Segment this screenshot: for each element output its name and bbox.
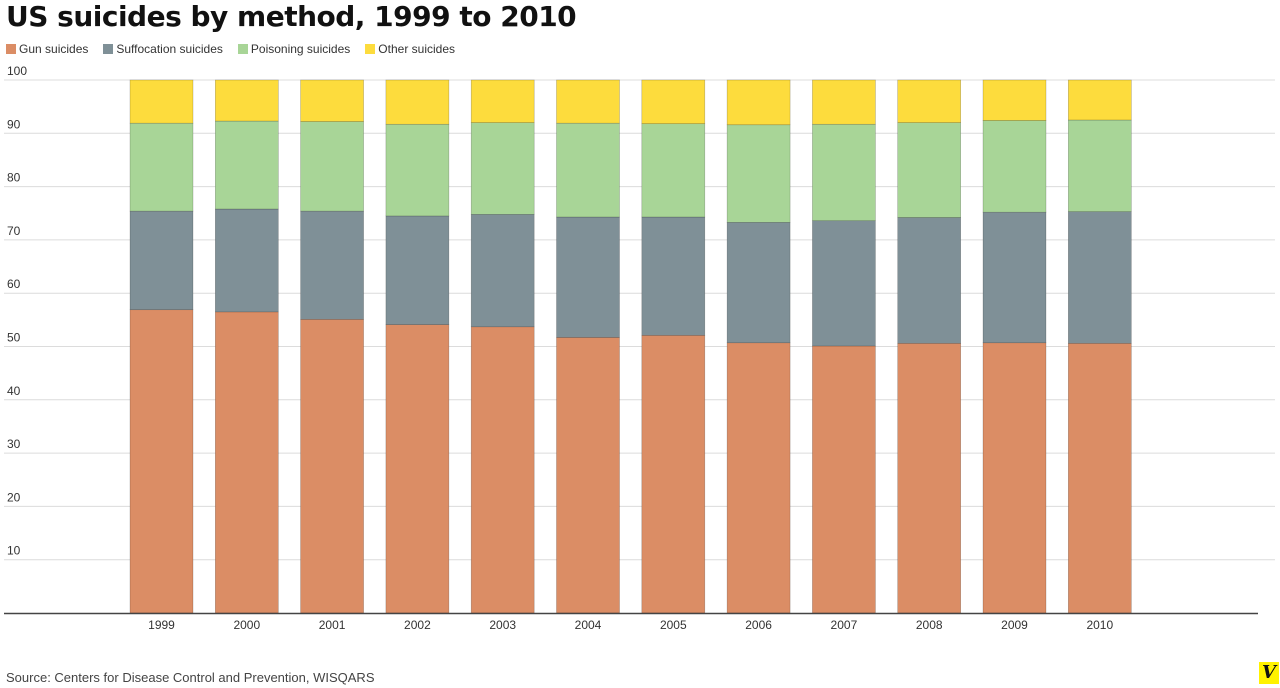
bar-segment	[215, 79, 279, 122]
legend-swatch	[237, 44, 248, 54]
bar-segment	[982, 342, 1047, 614]
x-tick-label: 2008	[916, 618, 943, 632]
bar-segment	[129, 122, 194, 212]
x-tick-label: 2004	[575, 618, 602, 632]
bar-segment	[641, 123, 706, 218]
y-tick-label: 80	[7, 171, 21, 185]
bar-segment	[726, 222, 791, 344]
bar-segment	[982, 79, 1047, 121]
bar-segment	[812, 345, 876, 614]
bar-segment	[556, 79, 620, 124]
bar-segment	[812, 123, 876, 222]
bar-segment	[726, 79, 791, 126]
legend-swatch	[365, 44, 376, 54]
bar-segment	[215, 311, 279, 614]
x-tick-label: 2010	[1086, 618, 1113, 632]
legend-swatch	[6, 44, 16, 54]
legend-item: Other suicides	[365, 42, 455, 56]
bar-segment	[300, 319, 364, 614]
chart-title: US suicides by method, 1999 to 2010	[6, 0, 577, 33]
bar-segment	[385, 79, 450, 125]
bar-segment	[470, 79, 535, 123]
bar-segment	[897, 217, 962, 344]
y-tick-label: 20	[7, 490, 21, 504]
bar-segment	[470, 326, 535, 614]
bar-segment	[726, 342, 791, 614]
x-tick-label: 2005	[660, 618, 687, 632]
x-tick-label: 2007	[831, 618, 858, 632]
bar-segment	[641, 216, 706, 336]
bar-segment	[300, 79, 364, 122]
bar-segment	[1068, 343, 1132, 614]
y-tick-label: 50	[7, 331, 21, 345]
legend-item: Suffocation suicides	[103, 42, 223, 56]
x-tick-label: 2001	[319, 618, 346, 632]
bar-segment	[470, 122, 535, 215]
bar-segment	[470, 214, 535, 328]
legend-label: Other suicides	[378, 42, 455, 56]
legend-item: Poisoning suicides	[237, 42, 351, 56]
bar-segment	[300, 121, 364, 212]
bar-segment	[641, 79, 706, 125]
bar-segment	[129, 309, 194, 614]
bar-segment	[897, 343, 962, 614]
x-tick-label: 2006	[745, 618, 772, 632]
bar-segment	[556, 216, 620, 338]
bar-segment	[982, 211, 1047, 344]
y-tick-label: 30	[7, 437, 21, 451]
bar-segment	[129, 210, 194, 311]
bar-segment	[556, 122, 620, 218]
y-tick-label: 100	[7, 64, 27, 78]
y-tick-label: 10	[7, 544, 21, 558]
legend-swatch	[103, 44, 114, 54]
y-tick-label: 70	[7, 224, 21, 238]
bar-segment	[726, 124, 791, 223]
x-tick-label: 2009	[1001, 618, 1028, 632]
vox-logo: V	[1259, 662, 1279, 684]
bar-segment	[215, 120, 279, 210]
bar-segment	[385, 324, 450, 614]
legend-label: Gun suicides	[19, 42, 89, 56]
y-tick-label: 40	[7, 384, 21, 398]
x-tick-label: 1999	[148, 618, 175, 632]
bar-segment	[215, 208, 279, 313]
bar-segment	[1068, 79, 1132, 121]
stacked-bar-chart: 10 20 30 40 50 60 70 80 90 100 1999 2000 2001 2002 200…	[4, 64, 1275, 632]
bar-segment	[385, 215, 450, 325]
bar-segment	[300, 210, 364, 320]
x-tick-label: 2003	[489, 618, 516, 632]
y-tick-label: 90	[7, 117, 21, 131]
bar-segment	[897, 122, 962, 218]
bar-segment	[556, 337, 620, 614]
bar-segment	[129, 79, 194, 124]
legend-item: Gun suicides	[6, 42, 88, 56]
chart-legend: Gun suicides Suffocation suicides Poisonin…	[6, 42, 470, 56]
bar-segment	[1068, 119, 1132, 212]
bar-segment	[1068, 211, 1132, 344]
bar-segment	[897, 79, 962, 123]
bar-segment	[641, 335, 706, 614]
x-tick-label: 2000	[233, 618, 260, 632]
bar-segment	[812, 220, 876, 347]
bar-segment	[982, 120, 1047, 213]
legend-label: Suffocation suicides	[116, 42, 223, 56]
x-tick-label: 2002	[404, 618, 431, 632]
source-note: Source: Centers for Disease Control and …	[6, 670, 375, 685]
bar-segment	[812, 79, 876, 125]
legend-label: Poisoning suicides	[250, 42, 351, 56]
y-tick-label: 60	[7, 277, 21, 291]
bar-segment	[385, 123, 450, 217]
